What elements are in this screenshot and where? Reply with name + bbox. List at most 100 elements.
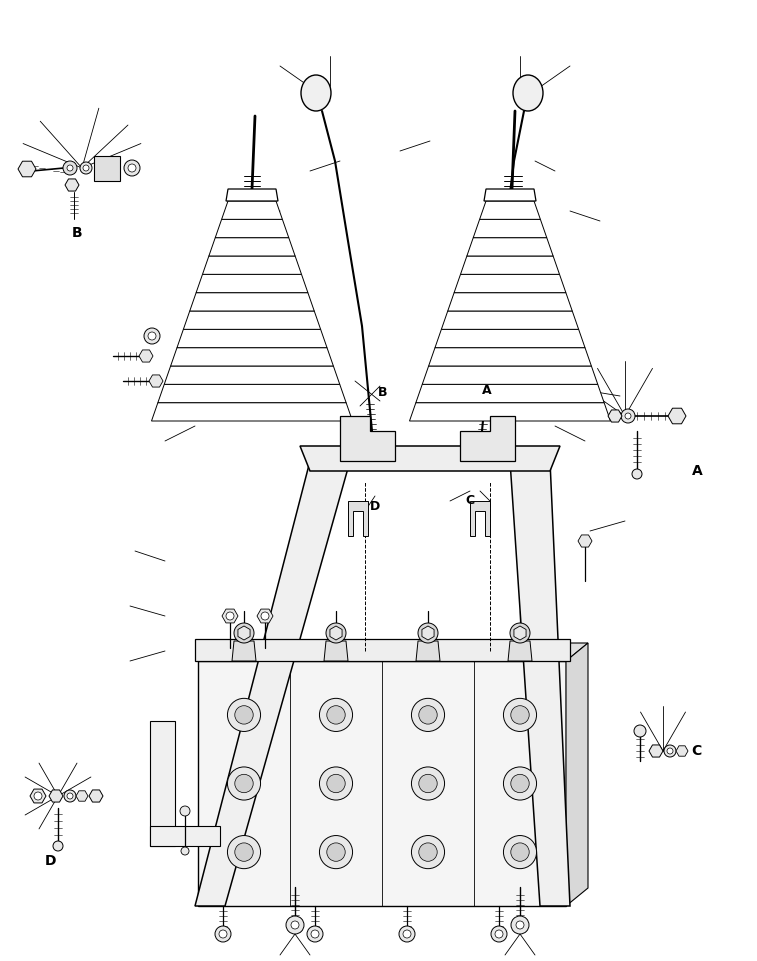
Circle shape	[226, 612, 234, 620]
Polygon shape	[566, 643, 588, 906]
Circle shape	[124, 160, 140, 176]
Polygon shape	[668, 408, 686, 424]
Polygon shape	[484, 189, 536, 201]
Circle shape	[634, 725, 646, 737]
Polygon shape	[348, 501, 368, 536]
Polygon shape	[76, 791, 88, 801]
Polygon shape	[330, 626, 342, 640]
Polygon shape	[65, 179, 79, 191]
Polygon shape	[454, 274, 566, 293]
Circle shape	[311, 930, 319, 938]
Circle shape	[403, 930, 411, 938]
Polygon shape	[158, 384, 346, 403]
Text: B: B	[378, 386, 388, 400]
Polygon shape	[416, 384, 604, 403]
Circle shape	[319, 699, 353, 731]
Circle shape	[80, 162, 92, 174]
Polygon shape	[89, 790, 103, 802]
Polygon shape	[608, 410, 622, 422]
Circle shape	[234, 623, 254, 643]
Polygon shape	[232, 641, 256, 661]
Circle shape	[148, 332, 156, 340]
Text: A: A	[482, 384, 492, 398]
Circle shape	[219, 930, 227, 938]
Polygon shape	[470, 501, 490, 536]
Text: C: C	[691, 744, 701, 758]
Polygon shape	[30, 789, 46, 803]
Polygon shape	[300, 446, 560, 471]
Circle shape	[419, 843, 438, 861]
Polygon shape	[164, 366, 340, 384]
Circle shape	[667, 748, 673, 754]
Text: A: A	[692, 464, 702, 478]
Polygon shape	[340, 416, 395, 461]
Circle shape	[291, 921, 299, 929]
Polygon shape	[198, 661, 566, 906]
Circle shape	[412, 699, 444, 731]
Circle shape	[235, 775, 253, 793]
Circle shape	[144, 328, 160, 344]
Circle shape	[227, 767, 260, 801]
Circle shape	[307, 926, 323, 942]
Text: B: B	[72, 226, 83, 240]
Polygon shape	[222, 609, 238, 623]
Polygon shape	[578, 535, 592, 547]
Polygon shape	[480, 201, 540, 219]
Polygon shape	[422, 366, 598, 384]
Polygon shape	[416, 641, 440, 661]
Polygon shape	[49, 790, 63, 802]
Circle shape	[319, 835, 353, 869]
Polygon shape	[460, 416, 515, 461]
Circle shape	[180, 806, 190, 816]
Polygon shape	[467, 237, 553, 256]
Polygon shape	[151, 403, 353, 421]
Polygon shape	[190, 293, 314, 311]
Circle shape	[491, 926, 507, 942]
Circle shape	[511, 775, 529, 793]
Polygon shape	[676, 746, 688, 756]
Polygon shape	[195, 639, 570, 661]
Circle shape	[227, 699, 260, 731]
Text: D: D	[370, 500, 380, 512]
Circle shape	[632, 469, 642, 479]
Circle shape	[503, 835, 537, 869]
Circle shape	[419, 705, 438, 724]
Circle shape	[510, 623, 530, 643]
Polygon shape	[183, 311, 321, 330]
Polygon shape	[508, 641, 532, 661]
Circle shape	[327, 705, 345, 724]
Circle shape	[34, 792, 42, 800]
Polygon shape	[428, 348, 591, 366]
Polygon shape	[257, 609, 273, 623]
Circle shape	[235, 843, 253, 861]
Polygon shape	[238, 626, 250, 640]
Circle shape	[319, 767, 353, 801]
Circle shape	[128, 164, 136, 172]
Circle shape	[67, 165, 73, 171]
Circle shape	[621, 409, 635, 423]
Polygon shape	[324, 641, 348, 661]
Circle shape	[503, 699, 537, 731]
Circle shape	[83, 165, 89, 171]
Polygon shape	[447, 293, 572, 311]
Circle shape	[418, 623, 438, 643]
Circle shape	[261, 612, 269, 620]
Polygon shape	[203, 256, 301, 274]
Circle shape	[63, 161, 77, 175]
Circle shape	[412, 835, 444, 869]
Polygon shape	[150, 721, 175, 846]
Polygon shape	[195, 461, 350, 906]
Polygon shape	[649, 745, 663, 757]
Polygon shape	[460, 256, 559, 274]
Circle shape	[664, 745, 676, 757]
Text: C: C	[466, 495, 475, 507]
Circle shape	[67, 793, 73, 799]
Circle shape	[326, 623, 346, 643]
Circle shape	[511, 916, 529, 934]
Circle shape	[419, 775, 438, 793]
Polygon shape	[94, 156, 120, 181]
Polygon shape	[18, 161, 36, 177]
Polygon shape	[441, 311, 578, 330]
Polygon shape	[149, 375, 163, 387]
Circle shape	[64, 790, 76, 802]
